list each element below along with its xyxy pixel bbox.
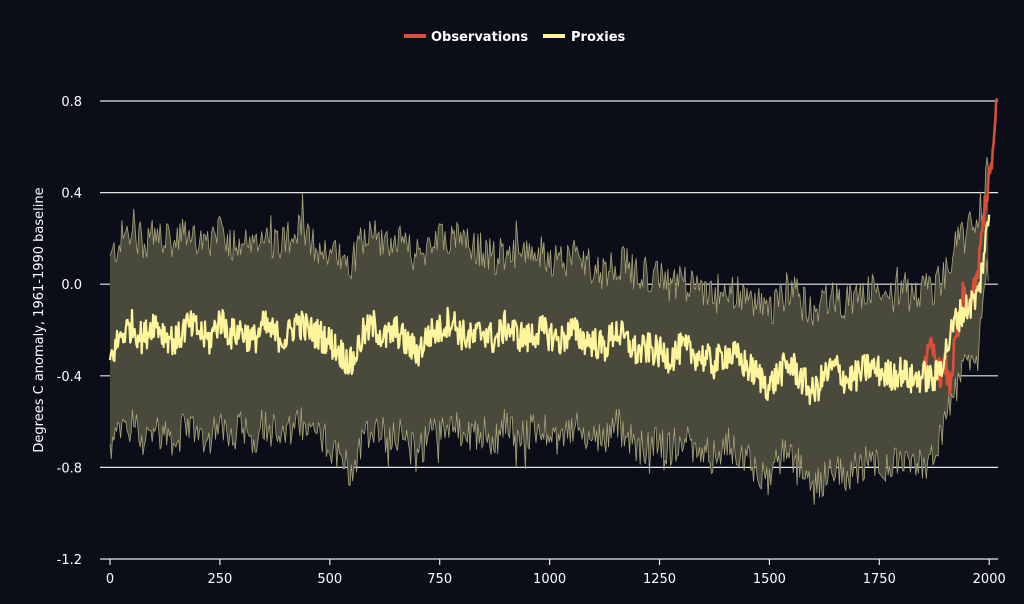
x-tick-label: 750	[427, 572, 452, 587]
x-tick-label: 0	[106, 572, 114, 587]
legend-label-observations: Observations	[431, 30, 528, 45]
y-tick-label: 0.8	[61, 95, 82, 110]
x-tick-label: 1750	[863, 572, 896, 587]
y-tick-label: 0.4	[61, 187, 82, 202]
legend: Observations Proxies	[404, 30, 626, 45]
y-tick-label: -0.4	[57, 370, 82, 385]
y-tick-label: -1.2	[57, 553, 82, 568]
x-tick-label: 1500	[753, 572, 786, 587]
series-lines	[108, 97, 999, 406]
axes	[100, 558, 998, 565]
band-lower-edge	[109, 259, 989, 505]
legend-label-proxies: Proxies	[571, 30, 626, 45]
x-tick-label: 1250	[643, 572, 676, 587]
x-tick-label: 500	[317, 572, 342, 587]
x-tick-labels: 0 250 500 750 1000 1250 1500 1750 2000	[106, 572, 1006, 587]
y-axis-label: Degrees C anomaly, 1961-1990 baseline	[32, 187, 47, 452]
x-tick-label: 250	[207, 572, 232, 587]
y-tick-label: 0.0	[61, 278, 82, 293]
x-tick-label: 1000	[533, 572, 566, 587]
y-tick-labels: 0.8 0.4 0.0 -0.4 -0.8 -1.2	[57, 95, 82, 568]
y-tick-label: -0.8	[57, 461, 82, 476]
series-line-proxies	[108, 214, 991, 406]
band-upper-edge	[109, 156, 989, 326]
x-tick-label: 2000	[973, 572, 1006, 587]
